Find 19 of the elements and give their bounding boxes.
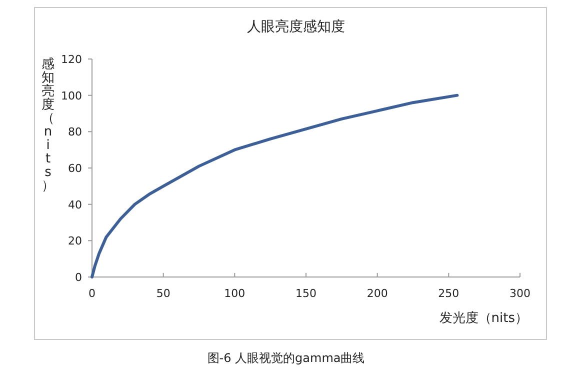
y-tick-label: 100 [61,89,82,102]
y-tick-label: 40 [68,198,82,212]
x-tick-label: 50 [156,287,170,300]
y-tick-label: 20 [68,234,82,248]
chart-title: 人眼亮度感知度 [247,19,345,35]
x-tick-label: 0 [88,287,96,300]
y-tick-label: 60 [68,162,82,175]
y-tick-label: 0 [75,271,82,284]
text: 图-6 人眼视觉的gamma曲线 [207,351,365,365]
x-tick-label: 100 [224,287,246,300]
y-tick-label: 80 [68,126,82,139]
x-axis-title: 发光度（nits） [439,310,528,326]
y-tick-label: 120 [61,53,82,66]
x-tick-label: 150 [296,287,316,300]
x-tick-label: 250 [438,287,460,300]
x-tick-label: 300 [510,287,530,300]
line-series [90,94,459,278]
text: 感知亮度（nits） [42,57,54,194]
x-tick-label: 200 [366,287,388,300]
